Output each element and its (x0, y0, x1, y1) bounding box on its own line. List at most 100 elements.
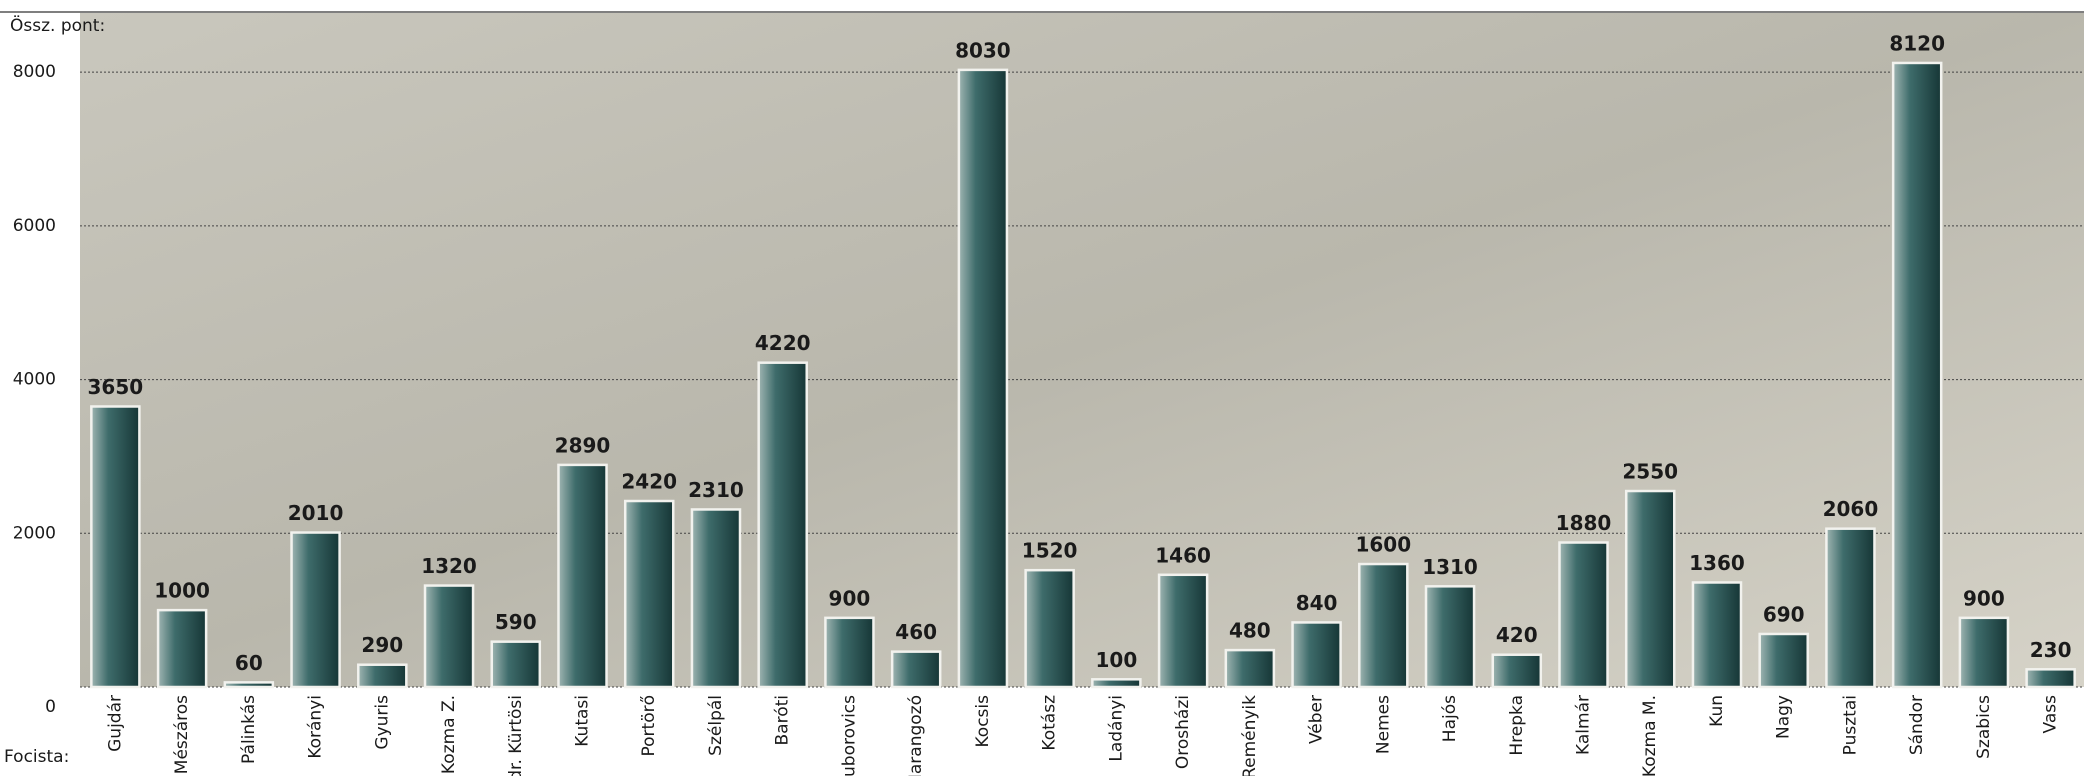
x-tick-label: Orosházi (1173, 695, 1193, 769)
x-tick-label: Vass (2041, 695, 2061, 734)
bar (1291, 621, 1342, 689)
value-label: 590 (495, 610, 537, 634)
x-tick-label: Véber (1307, 695, 1327, 744)
value-label: 2550 (1622, 460, 1678, 484)
value-label: 480 (1229, 619, 1271, 643)
bar (824, 616, 875, 689)
y-tick-label: 2000 (13, 523, 56, 543)
value-label: 2890 (555, 433, 611, 457)
x-tick-label: Kozma Z. (439, 695, 459, 774)
value-label: 290 (361, 633, 403, 657)
bar (1758, 632, 1809, 689)
x-tick-label: Gyuris (372, 695, 392, 750)
x-tick-label: Hrepka (1507, 695, 1527, 756)
value-label: 900 (829, 586, 871, 610)
value-label: 60 (235, 651, 263, 675)
bar (290, 531, 341, 689)
bar (1358, 562, 1409, 689)
x-tick-label: Gruborovics (839, 695, 859, 776)
bar (1224, 648, 1276, 689)
x-tick-label: Szabics (1974, 695, 1994, 759)
bar (1024, 568, 1075, 689)
bar (490, 640, 542, 689)
bar (1424, 585, 1476, 689)
x-tick-label: Kun (1707, 695, 1727, 727)
bar (1558, 541, 1609, 689)
value-label: 8030 (955, 38, 1011, 62)
x-tick-label: Ladányi (1106, 695, 1126, 762)
value-label: 900 (1963, 586, 2005, 610)
bar (1825, 527, 1876, 689)
bar (223, 681, 275, 689)
x-tick-label: Gujdár (105, 695, 125, 752)
plot-background (80, 13, 2084, 687)
value-label: 1320 (421, 554, 477, 578)
bar (1891, 61, 1943, 689)
bar (90, 405, 141, 689)
x-tick-label: Hajós (1440, 695, 1460, 742)
x-tick-label: Nemes (1373, 695, 1393, 754)
bar (357, 663, 408, 689)
value-label: 1360 (1689, 551, 1745, 575)
x-tick-label: Korányi (306, 695, 326, 759)
x-tick-label: Kutasi (573, 695, 593, 747)
x-tick-label: Szélpál (706, 695, 726, 756)
y-tick-label: 8000 (13, 62, 56, 82)
x-tick-label: Pusztai (1840, 695, 1860, 755)
bar (1091, 678, 1142, 689)
value-label: 2420 (621, 470, 677, 494)
value-label: 1880 (1556, 511, 1612, 535)
value-label: 1600 (1355, 533, 1411, 557)
x-tick-label: Baróti (773, 695, 793, 746)
bar (1491, 653, 1543, 689)
bar (156, 608, 208, 689)
x-tick-label: Portörő (639, 695, 659, 757)
x-tick-label: Sándor (1907, 695, 1927, 755)
x-tick-label: Kozma M. (1640, 695, 1660, 776)
value-label: 690 (1763, 602, 1805, 626)
bar (423, 584, 475, 689)
value-label: 230 (2030, 638, 2072, 662)
bar (2025, 668, 2076, 689)
value-label: 1520 (1022, 539, 1078, 563)
value-label: 420 (1496, 623, 1538, 647)
value-label: 840 (1296, 591, 1338, 615)
value-label: 2010 (288, 501, 344, 525)
value-label: 100 (1095, 648, 1137, 672)
bar (890, 650, 942, 689)
y-axis-label: Össz. pont: (10, 14, 105, 36)
x-axis-label: Focista: (4, 747, 69, 767)
x-tick-label: Harangozó (906, 695, 926, 776)
x-tick-label: dr. Kürtösi (506, 695, 526, 776)
bar (757, 361, 808, 689)
bar (957, 68, 1009, 689)
y-tick-label: 0 (45, 697, 56, 717)
value-label: 4220 (755, 331, 811, 355)
x-tick-label: Kotász (1040, 695, 1060, 751)
bar (1691, 581, 1743, 689)
value-label: 2060 (1823, 497, 1879, 521)
value-label: 1310 (1422, 555, 1478, 579)
x-tick-label: Kocsis (973, 695, 993, 748)
x-tick-label: Kalmár (1574, 695, 1594, 755)
y-tick-label: 6000 (13, 216, 56, 236)
bar (1157, 573, 1209, 689)
value-label: 1460 (1155, 543, 1211, 567)
x-tick-label: Reményik (1240, 695, 1260, 776)
bar (1624, 489, 1676, 689)
bar (623, 499, 675, 689)
x-tick-label: Nagy (1774, 695, 1794, 739)
value-label: 1000 (154, 579, 210, 603)
bar (557, 463, 608, 689)
y-tick-label: 4000 (13, 370, 56, 390)
x-tick-label: Pálinkás (239, 695, 259, 764)
bar (1958, 616, 2010, 689)
value-label: 3650 (88, 375, 144, 399)
value-label: 2310 (688, 478, 744, 502)
value-label: 8120 (1889, 31, 1945, 55)
value-label: 460 (895, 620, 937, 644)
bar (690, 508, 742, 689)
x-tick-label: Mészáros (172, 695, 192, 774)
